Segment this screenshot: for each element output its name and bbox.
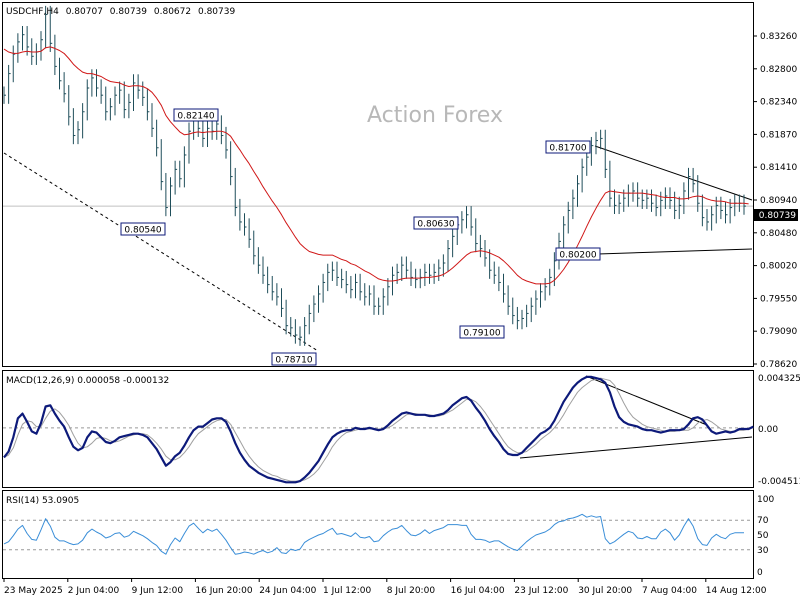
price-y-tick-label: 0.80480 (760, 229, 797, 239)
price-y-tick-label: 0.83260 (760, 32, 797, 42)
price-y-tick-label: 0.79090 (760, 327, 797, 337)
price-y-tick-label: 0.78620 (760, 360, 797, 370)
price-annotation-label: 0.80630 (417, 220, 454, 230)
macd-signal-line (3, 377, 754, 482)
price-panel-frame (2, 2, 754, 367)
x-tick-label: 7 Aug 04:00 (642, 586, 697, 596)
price-y-tick-label: 0.82340 (760, 98, 797, 108)
macd-lower-trendline (519, 436, 753, 459)
x-tick-label: 30 Jul 20:00 (578, 586, 632, 596)
price-y-tick-label: 0.81870 (760, 130, 797, 140)
price-annotation-box (413, 216, 459, 230)
price-annotation-label: 0.78710 (275, 356, 312, 366)
last-price-badge (754, 209, 798, 221)
price-annotation-label: 0.80200 (559, 251, 596, 261)
x-tick-label: 16 Jun 20:00 (195, 586, 252, 596)
price-annotation-box (173, 108, 219, 122)
macd-y-tick-label: -0.004511 (758, 477, 800, 487)
macd-y-tick-label: 0.004325 (758, 374, 800, 384)
symbol-label: USDCHF,H4 (6, 7, 59, 17)
price-annotation-box (120, 222, 166, 236)
price-annotation-label: 0.79100 (463, 329, 500, 339)
rsi-panel-frame (2, 490, 754, 579)
price-y-tick-label: 0.82800 (760, 65, 797, 75)
price-annotation-label: 0.82140 (177, 112, 214, 122)
rsi-y-tick-label: 70 (757, 516, 769, 526)
price-annotation-label: 0.81700 (549, 144, 586, 154)
rsi-y-tick-label: 50 (757, 531, 769, 541)
price-annotation-label: 0.80540 (124, 226, 161, 236)
last-price-label: 0.80739 (759, 211, 796, 221)
x-tick-label: 2 Jun 04:00 (68, 586, 120, 596)
price-y-tick-label: 0.81410 (760, 163, 797, 173)
x-tick-label: 23 May 2025 (4, 586, 63, 596)
x-tick-label: 8 Jul 20:00 (387, 586, 436, 596)
ohlc-low: 0.80672 (154, 7, 191, 17)
price-annotation-box (271, 352, 317, 366)
ohlc-close: 0.80739 (198, 7, 235, 17)
price-annotation-box (545, 140, 591, 154)
x-tick-label: 23 Jul 12:00 (514, 586, 568, 596)
macd-line (3, 375, 754, 484)
price-annotation-box (555, 247, 601, 261)
ohlc-open: 0.80707 (66, 7, 103, 17)
x-tick-label: 9 Jun 12:00 (132, 586, 184, 596)
rsi-y-tick-label: 30 (757, 546, 769, 556)
triangle-upper-trendline (594, 145, 753, 201)
rsi-line (3, 513, 744, 555)
moving-average-line (3, 46, 749, 285)
price-y-tick-label: 0.80940 (760, 196, 797, 206)
x-tick-label: 14 Aug 12:00 (706, 586, 767, 596)
rsi-y-tick-label: 100 (757, 495, 774, 505)
rsi-panel-title: RSI(14) 53.0905 (6, 496, 79, 506)
price-y-tick-label: 0.79550 (760, 294, 797, 304)
price-annotation-box (459, 325, 505, 339)
price-y-tick-label: 0.80020 (760, 262, 797, 272)
ohlc-high: 0.80739 (110, 7, 147, 17)
watermark: Action Forex (367, 103, 503, 128)
x-tick-label: 24 Jun 04:00 (259, 586, 316, 596)
x-tick-label: 16 Jul 04:00 (451, 586, 505, 596)
price-panel-title: USDCHF,H4 0.80707 0.80739 0.80672 0.8073… (6, 7, 235, 17)
macd-y-tick-label: 0.00 (758, 425, 778, 435)
x-tick-label: 1 Jul 12:00 (323, 586, 372, 596)
descending-support-dashed-trendline (3, 152, 319, 352)
rsi-y-tick-label: 0 (757, 568, 763, 578)
macd-panel-title: MACD(12,26,9) 0.000058 -0.000132 (6, 376, 169, 386)
triangle-lower-trendline (597, 248, 753, 255)
